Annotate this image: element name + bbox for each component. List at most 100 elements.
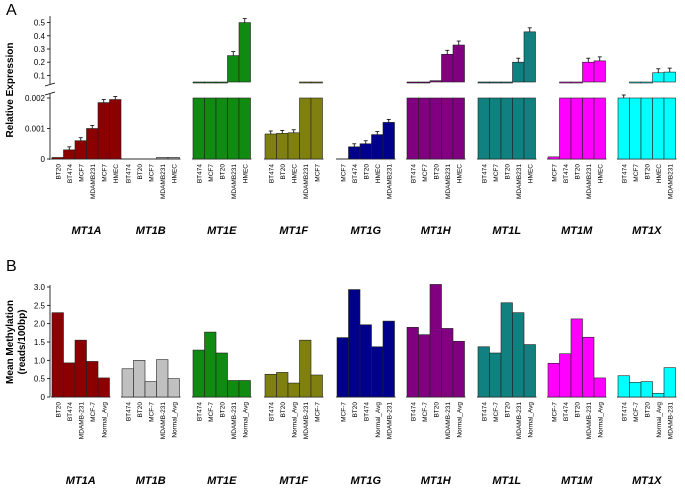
category-label: MCF-7 <box>340 402 347 422</box>
bar <box>97 102 110 160</box>
bar <box>500 302 513 398</box>
bar <box>63 149 76 160</box>
y-tick-label: 0.5 <box>34 19 46 28</box>
bar-upper <box>652 72 665 83</box>
bar <box>371 134 384 160</box>
panel-label: B <box>6 258 17 275</box>
y-tick-label: 0.2 <box>34 58 46 67</box>
bar <box>640 381 653 398</box>
bar <box>238 380 251 398</box>
bar <box>97 377 110 398</box>
category-label: MDAMB231 <box>160 164 167 199</box>
category-label: HMEC <box>171 164 178 183</box>
bar <box>348 146 361 160</box>
bar <box>204 331 217 398</box>
bar <box>86 128 99 160</box>
category-label: BT20 <box>504 402 511 418</box>
category-label: BT20 <box>280 402 287 418</box>
category-label: BT474 <box>196 164 203 184</box>
bar-upper <box>477 81 490 84</box>
category-label: BT474 <box>410 164 417 184</box>
category-label: MDAMB-231 <box>445 402 452 440</box>
bar <box>192 97 205 160</box>
category-label: BT20 <box>55 164 62 180</box>
bar <box>156 359 169 398</box>
category-label: BT474 <box>67 164 74 184</box>
panel-label: A <box>6 2 17 19</box>
bar-upper <box>406 81 419 84</box>
bar <box>276 133 289 160</box>
bar <box>452 97 465 160</box>
category-label: MDAMB231 <box>516 164 523 199</box>
bar <box>156 157 169 160</box>
category-label: BT474 <box>352 164 359 184</box>
category-label: Normal_Avg <box>456 402 463 438</box>
category-label: HMEC <box>113 164 120 183</box>
bar <box>477 346 490 398</box>
bar <box>418 97 431 160</box>
category-label: MDAMB231 <box>231 164 238 199</box>
category-label: MDAMB231 <box>386 164 393 199</box>
bar-upper <box>570 81 583 84</box>
bar <box>429 97 442 160</box>
bar <box>441 97 454 160</box>
category-label: MDAMB-231 <box>231 402 238 440</box>
category-label: BT474 <box>363 402 370 422</box>
category-label: MDAMB-231 <box>303 402 310 440</box>
category-label: BT474 <box>268 164 275 184</box>
category-label: HMEC <box>656 164 663 183</box>
y-tick-label: 1.5 <box>34 338 46 347</box>
bar <box>441 328 454 398</box>
category-label: Normal_Avg <box>291 402 298 438</box>
bar-upper <box>429 80 442 83</box>
category-label: BT20 <box>504 164 511 180</box>
axis-break-mark <box>44 91 56 96</box>
y-tick-label: 0.4 <box>34 32 46 41</box>
bar <box>570 97 583 160</box>
bar <box>238 97 251 160</box>
bar <box>276 372 289 398</box>
bar <box>287 132 300 160</box>
category-label: MCF7 <box>340 164 347 182</box>
bar <box>204 97 217 160</box>
bar <box>640 97 653 160</box>
category-label: Normal_Avg <box>375 402 382 438</box>
category-label: MDAMB231 <box>90 164 97 199</box>
y-axis-title: Relative Expression <box>5 42 16 137</box>
bar <box>167 378 180 398</box>
category-label: MDAMB-231 <box>78 402 85 440</box>
bar-upper <box>523 31 536 83</box>
bar <box>663 367 676 398</box>
bar <box>652 97 665 160</box>
category-label: HMEC <box>527 164 534 183</box>
gene-label: MT1E <box>207 225 237 237</box>
bar <box>512 97 525 160</box>
category-label: MCF-7 <box>633 402 640 422</box>
bar-upper <box>238 22 251 83</box>
gene-label: MT1X <box>632 225 662 237</box>
category-label: MDAMB231 <box>586 164 593 199</box>
category-label: MDAMB-231 <box>586 402 593 440</box>
bar <box>51 157 64 160</box>
category-label: BT474 <box>563 402 570 422</box>
category-label: MCF7 <box>314 164 321 182</box>
bar <box>371 346 384 398</box>
category-label: HMEC <box>242 164 249 183</box>
gene-label: MT1F <box>279 225 308 237</box>
gene-label: MT1G <box>350 475 381 487</box>
category-label: MCF7 <box>148 164 155 182</box>
bar-upper <box>310 81 323 84</box>
bar <box>86 361 99 398</box>
category-label: MCF-7 <box>422 402 429 422</box>
bar <box>570 318 583 398</box>
gene-label: MT1L <box>492 475 521 487</box>
panel-b: B 0 0.5 1.0 1.5 2.0 2.5 3.0 Mean Methylation (rea… <box>5 258 677 487</box>
bar <box>51 312 64 398</box>
bar <box>227 380 240 398</box>
category-label: MCF-7 <box>314 402 321 422</box>
category-label: BT20 <box>433 164 440 180</box>
category-label: MCF7 <box>633 164 640 182</box>
bar-upper <box>512 61 525 83</box>
gene-label: MT1G <box>350 225 381 237</box>
